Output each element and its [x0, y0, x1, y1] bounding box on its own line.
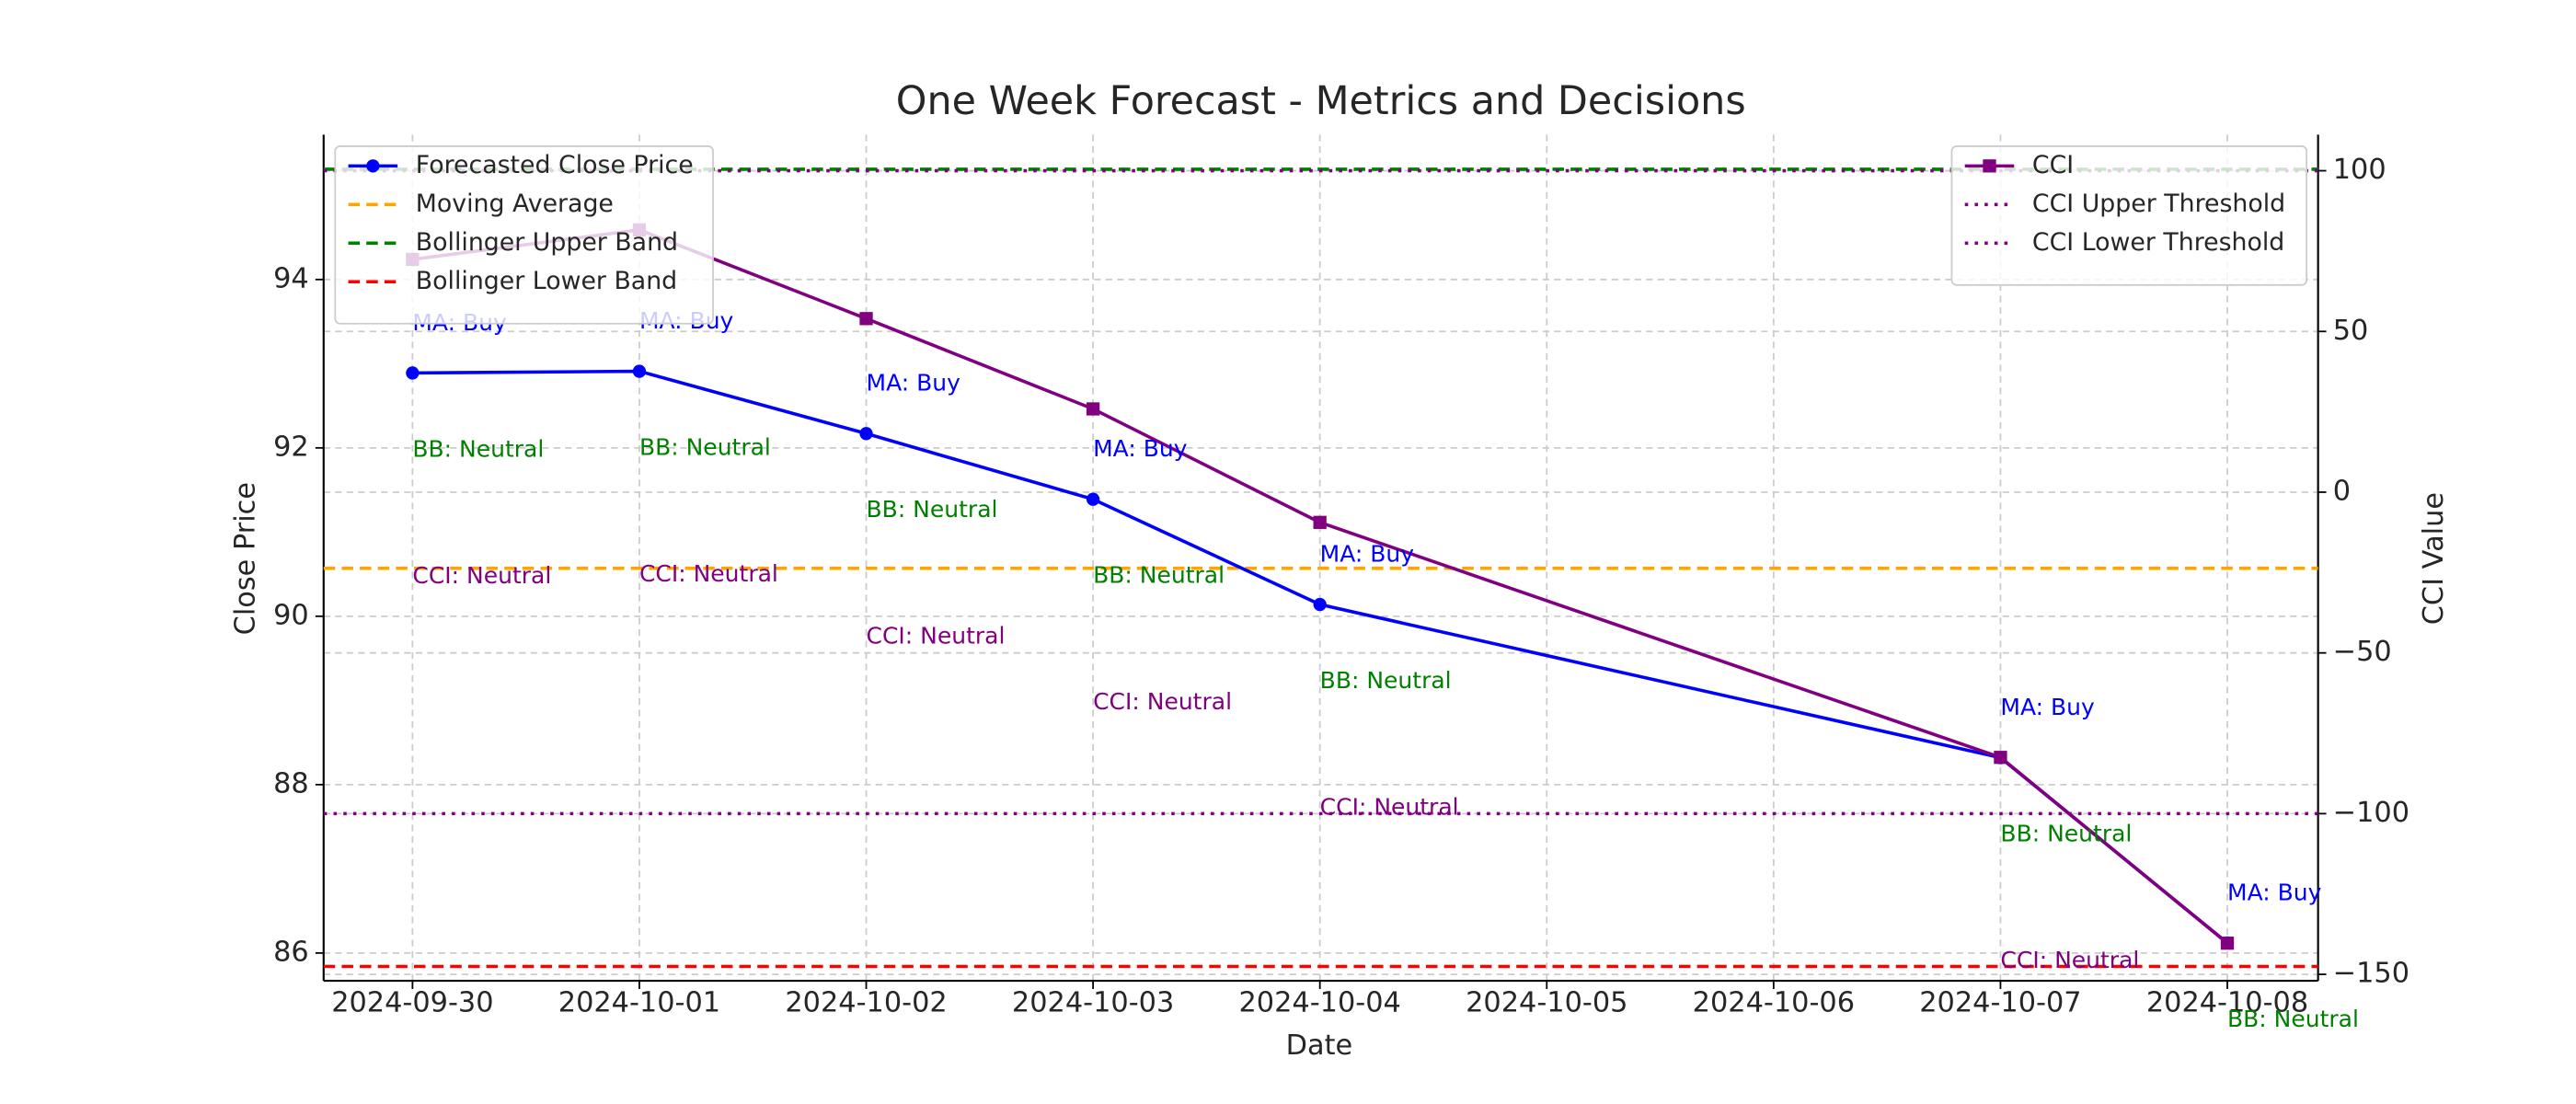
decision-annotation: BB: Neutral: [639, 433, 771, 460]
data-point: [859, 312, 873, 326]
legend-label: Moving Average: [416, 190, 614, 218]
legend-box: [334, 145, 714, 325]
y2-tick-label: −150: [2333, 958, 2409, 990]
y-axis-label: Close Price: [229, 482, 261, 635]
decision-annotation: MA: Buy: [1320, 540, 1415, 567]
data-point: [1313, 515, 1327, 529]
decision-annotation: CCI: Neutral: [1320, 793, 1459, 820]
x-tick-label: 2024-10-02: [785, 987, 947, 1019]
decision-annotation: BB: Neutral: [1093, 562, 1225, 589]
y2-tick-label: 50: [2333, 315, 2369, 347]
x-tick-label: 2024-10-07: [1919, 987, 2081, 1019]
chart-title: One Week Forecast - Metrics and Decision…: [896, 78, 1746, 124]
y2-axis-label: CCI Value: [2418, 492, 2450, 625]
x-tick-label: 2024-10-08: [2146, 987, 2308, 1019]
decision-annotation: BB: Neutral: [867, 496, 998, 523]
legend-marker: [366, 159, 380, 173]
decision-annotation: MA: Buy: [2227, 879, 2322, 905]
decision-annotation: MA: Buy: [1093, 435, 1188, 462]
data-point: [1086, 402, 1100, 416]
x-axis-label: Date: [1286, 1029, 1353, 1062]
legend-label: Forecasted Close Price: [416, 151, 694, 179]
y2-tick-label: −100: [2333, 797, 2409, 829]
x-tick-label: 2024-10-04: [1239, 987, 1401, 1019]
legend-label: Bollinger Upper Band: [416, 228, 678, 257]
legend-marker: [1983, 159, 1996, 173]
x-tick-label: 2024-10-03: [1012, 987, 1174, 1019]
y-tick-label: 90: [273, 599, 309, 631]
x-tick-label: 2024-10-01: [558, 987, 720, 1019]
y-tick-label: 92: [273, 431, 309, 463]
y2-tick-label: 100: [2333, 154, 2386, 186]
decision-annotation: CCI: Neutral: [1093, 688, 1232, 715]
decision-annotation: BB: Neutral: [2227, 1006, 2359, 1032]
data-point: [632, 364, 647, 378]
data-point: [1994, 751, 2007, 765]
decision-annotation: MA: Buy: [2000, 694, 2095, 720]
legend-label: CCI: [2032, 151, 2074, 179]
legend: CCI CCI Upper Threshold CCI Lower Threshol…: [1950, 145, 2308, 286]
legend-label: CCI Lower Threshold: [2032, 228, 2284, 257]
x-tick-label: 2024-10-06: [1693, 987, 1855, 1019]
decision-annotation: CCI: Neutral: [412, 562, 551, 589]
data-point: [2220, 937, 2235, 950]
y2-tick-label: −50: [2333, 636, 2392, 668]
y-tick-label: 94: [273, 262, 309, 294]
x-tick-label: 2024-10-05: [1466, 987, 1627, 1019]
data-point: [1313, 597, 1327, 612]
legend: Forecasted Close Price Moving Average Boll…: [334, 145, 714, 325]
decision-annotation: BB: Neutral: [2000, 821, 2132, 847]
x-tick-label: 2024-09-30: [331, 987, 493, 1019]
y2-tick-label: 0: [2333, 475, 2351, 507]
decision-annotation: MA: Buy: [867, 370, 961, 397]
decision-annotation: CCI: Neutral: [2000, 947, 2139, 973]
decision-annotation: BB: Neutral: [1320, 667, 1452, 694]
decision-annotation: CCI: Neutral: [867, 623, 1006, 650]
legend-box: [1950, 145, 2308, 286]
data-point: [859, 427, 873, 441]
y-tick-label: 88: [273, 767, 309, 799]
legend-label: Bollinger Lower Band: [416, 267, 677, 295]
legend-label: CCI Upper Threshold: [2032, 190, 2285, 218]
decision-annotation: BB: Neutral: [412, 435, 544, 462]
y-tick-label: 86: [273, 936, 309, 968]
data-point: [406, 366, 420, 380]
data-point: [1086, 492, 1100, 506]
decision-annotation: CCI: Neutral: [639, 560, 778, 587]
